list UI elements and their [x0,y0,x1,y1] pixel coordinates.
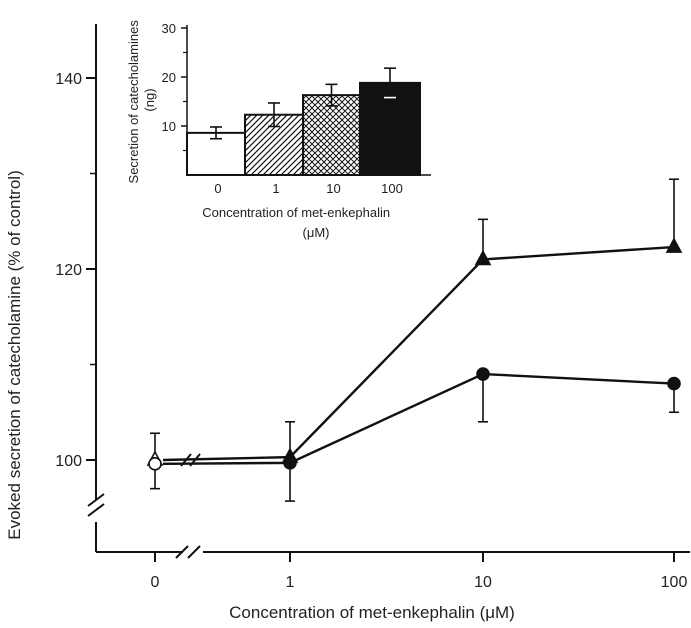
inset-y-tick-label: 30 [162,21,176,36]
y-tick-label: 140 [55,71,82,88]
inset-x-ticks: 0 1 10 100 [214,181,402,196]
y-axis-title: Evoked secretion of catecholamine (% of … [5,170,24,539]
series-line [162,372,675,466]
inset-y-tick-label: 10 [162,119,176,134]
main-x-ticks: 0 1 10 100 [151,552,688,591]
inset-x-tick-label: 100 [381,181,403,196]
inset-x-tick-label: 1 [272,181,279,196]
inset-y-axis-title: Secretion of catecholamines (ng) [126,17,157,184]
triangle-point [665,237,683,253]
circle-point [148,457,162,471]
x-tick-label: 100 [661,574,688,591]
y-tick-label: 120 [55,262,82,279]
y-tick-label: 100 [55,453,82,470]
x-tick-label: 1 [286,574,295,591]
inset-x-tick-label: 10 [326,181,340,196]
main-y-ticks: 100 120 140 [55,71,96,470]
inset-bar [302,94,361,176]
inset-x-axis-title: Concentration of met-enkephalin (μM) [202,205,394,240]
circle-point [667,376,681,391]
circle-point [476,367,490,381]
inset-y-tick-label: 20 [162,70,176,85]
main-axes [87,24,690,559]
series-line [162,245,675,462]
main-series [146,178,683,502]
x-axis-title: Concentration of met-enkephalin (μM) [229,603,515,622]
inset-bars [186,67,421,177]
triangle-point [474,249,492,266]
inset-chart: 10 20 30 0 1 10 100 Secretion of catecholamin… [126,17,431,240]
x-tick-label: 10 [474,574,492,591]
x-tick-label: 0 [151,574,160,591]
inset-x-tick-label: 0 [214,181,221,196]
circle-point [283,456,297,470]
inset-y-ticks: 10 20 30 [162,21,187,152]
